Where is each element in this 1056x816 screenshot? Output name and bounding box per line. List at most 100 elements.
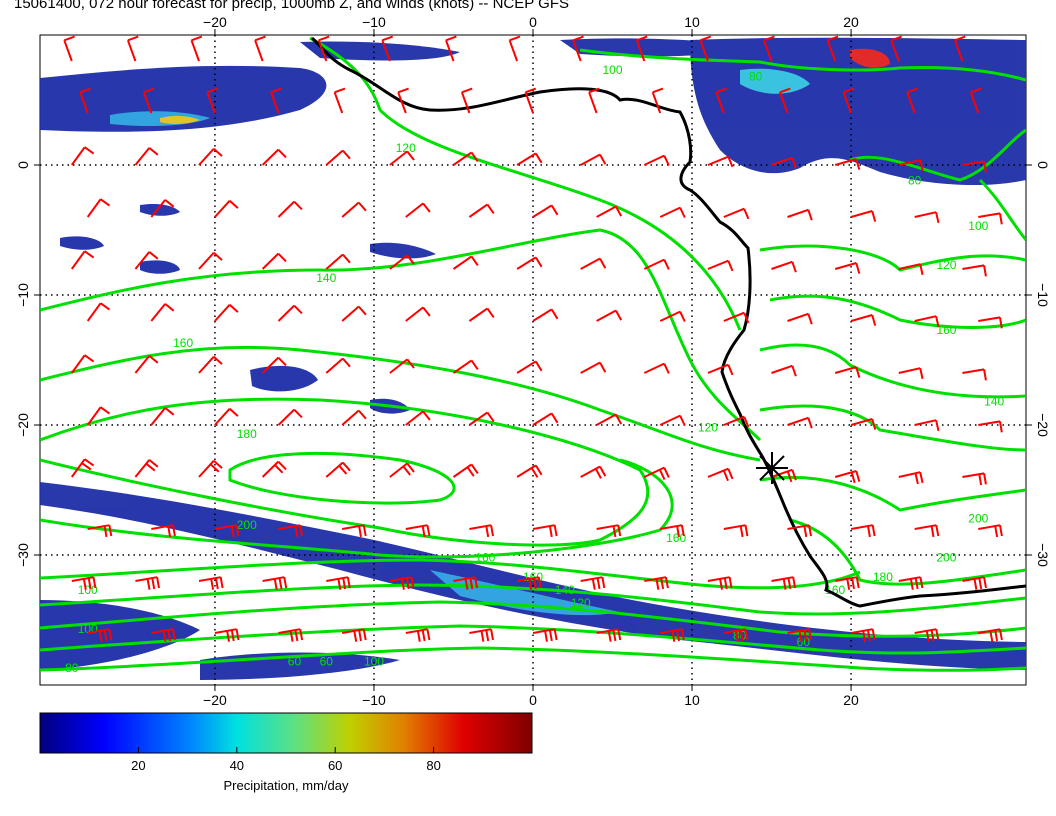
- wind-barb: [214, 303, 239, 322]
- wind-barb: [126, 35, 139, 62]
- x-tick-label-bottom: 10: [684, 692, 700, 708]
- wind-barb: [699, 35, 712, 62]
- x-tick-label-bottom: 0: [529, 692, 537, 708]
- wind-barb: [914, 419, 940, 432]
- wind-barb: [87, 628, 113, 642]
- wind-barb: [198, 355, 223, 374]
- colorbar-tick-label: 40: [230, 758, 244, 773]
- wind-barb: [516, 360, 543, 374]
- wind-barb: [787, 208, 813, 221]
- wind-barb: [135, 576, 160, 590]
- wind-barb: [962, 160, 987, 173]
- wind-barb: [71, 576, 97, 590]
- wind-barb: [397, 87, 409, 114]
- wind-barb: [978, 316, 1003, 329]
- wind-barb: [325, 253, 351, 270]
- wind-barb: [460, 87, 473, 114]
- wind-barb: [134, 355, 159, 374]
- wind-barb: [516, 256, 543, 270]
- wind-barb: [206, 87, 219, 114]
- x-tick-label-top: 20: [843, 14, 859, 30]
- wind-barb: [643, 466, 670, 481]
- wind-barb: [898, 159, 924, 172]
- wind-barb: [660, 628, 685, 642]
- wind-barb: [405, 410, 431, 426]
- x-tick-label-top: −10: [362, 14, 386, 30]
- wind-barb: [87, 524, 113, 538]
- wind-barb: [342, 628, 367, 642]
- wind-barb: [890, 35, 902, 62]
- wind-barb: [198, 251, 223, 270]
- wind-barb: [389, 150, 415, 166]
- wind-barb: [142, 87, 155, 114]
- wind-barb: [278, 628, 304, 642]
- wind-barb: [898, 471, 924, 485]
- y-tick-label-left: −20: [15, 413, 31, 437]
- wind-barb: [659, 206, 686, 218]
- wind-barb: [723, 524, 749, 538]
- wind-barb: [850, 314, 877, 326]
- y-tick-label-left: −10: [15, 283, 31, 307]
- wind-barb: [468, 307, 495, 322]
- y-tick-label-right: −30: [1035, 543, 1051, 567]
- wind-barb: [771, 260, 797, 273]
- wind-barb: [580, 153, 607, 166]
- wind-barb: [850, 628, 876, 642]
- wind-barb: [214, 524, 240, 538]
- wind-barb: [850, 524, 876, 538]
- contour-label: 100: [968, 219, 988, 233]
- contour-label: 200: [237, 518, 257, 532]
- wind-barb: [914, 315, 940, 328]
- wind-barb: [150, 199, 175, 218]
- x-axis-top: −20 −10 0 10 20: [203, 14, 859, 35]
- height-contours: [40, 36, 1026, 672]
- wind-barb: [978, 420, 1003, 433]
- colorbar-tick-label: 80: [426, 758, 440, 773]
- precipitation-field: [40, 37, 1026, 680]
- wind-barb: [79, 87, 91, 114]
- wind-barb: [469, 628, 494, 642]
- x-tick-label-bottom: −10: [362, 692, 386, 708]
- x-tick-label-bottom: 20: [843, 692, 859, 708]
- wind-barb: [659, 414, 686, 426]
- wind-barb: [588, 87, 600, 114]
- wind-barb: [198, 576, 224, 590]
- wind-barb: [389, 254, 415, 270]
- contour-label: 80: [749, 70, 763, 84]
- wind-barb: [906, 87, 918, 114]
- wind-barb: [834, 470, 861, 484]
- contour-label: 120: [396, 141, 416, 155]
- y-axis-right: 0 −10 −20 −30: [1026, 161, 1051, 567]
- y-tick-label-left: 0: [15, 161, 31, 169]
- contour-label: 160: [936, 323, 956, 337]
- contour-label: 120: [936, 258, 956, 272]
- wind-barb: [508, 35, 521, 62]
- wind-barb: [532, 204, 559, 218]
- wind-barb: [834, 158, 861, 170]
- wind-barb: [962, 576, 987, 590]
- wind-barb: [643, 362, 670, 374]
- wind-barb: [978, 524, 1003, 538]
- x-tick-label-top: 0: [529, 14, 537, 30]
- wind-barb: [596, 413, 623, 426]
- wind-barb: [723, 415, 750, 428]
- wind-barb: [277, 304, 303, 322]
- wind-barb: [325, 357, 351, 374]
- wind-barb: [341, 409, 367, 426]
- wind-barb: [962, 472, 987, 486]
- wind-barb: [978, 212, 1003, 225]
- y-tick-label-right: −20: [1035, 413, 1051, 437]
- wind-barb: [953, 35, 966, 62]
- wind-barb: [580, 361, 607, 374]
- wind-barb: [389, 462, 415, 478]
- wind-barb: [86, 198, 111, 218]
- x-tick-label-bottom: −20: [203, 692, 227, 708]
- contour-label: 200: [936, 551, 956, 565]
- contour-label: 60: [288, 655, 302, 669]
- wind-barb: [596, 309, 623, 322]
- contour-label: 100: [364, 655, 384, 669]
- wind-barb: [723, 628, 749, 642]
- wind-barb: [389, 358, 415, 374]
- wind-barb: [317, 35, 330, 62]
- wind-barb: [278, 524, 304, 538]
